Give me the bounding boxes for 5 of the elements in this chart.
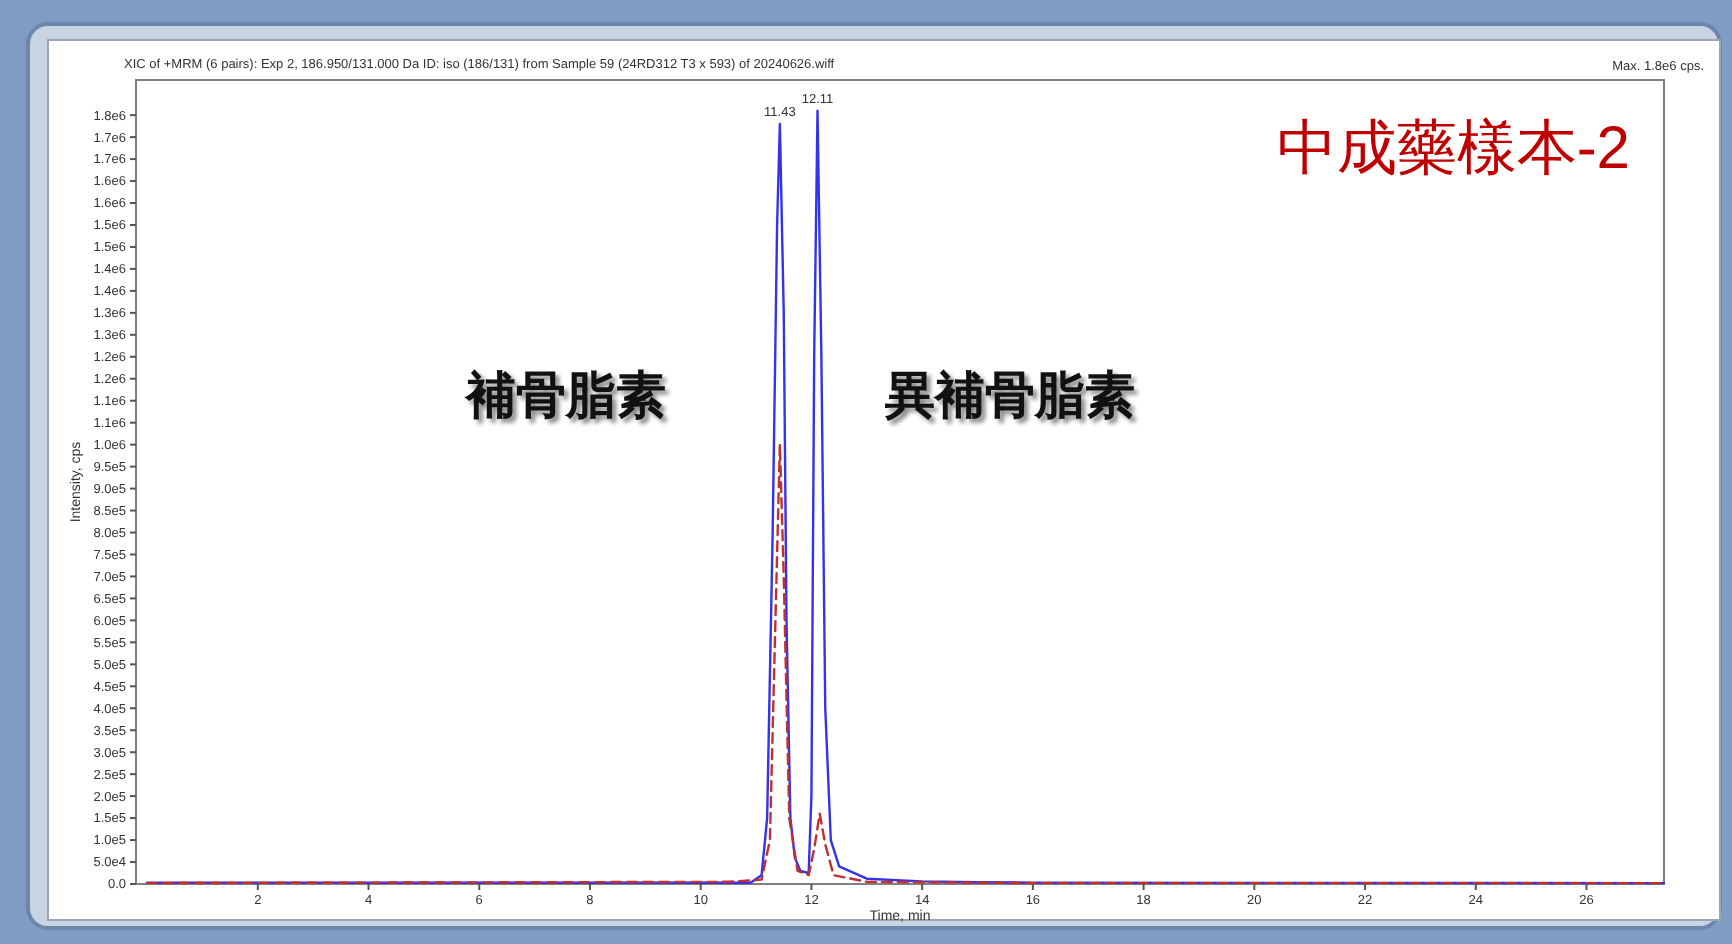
text: 中成藥樣本-2 <box>1276 116 1630 182</box>
annotation: 異補骨脂素 <box>883 368 1135 424</box>
line-series <box>145 443 1666 885</box>
line-series <box>145 109 1666 885</box>
annotation: 補骨脂素 <box>464 368 666 424</box>
